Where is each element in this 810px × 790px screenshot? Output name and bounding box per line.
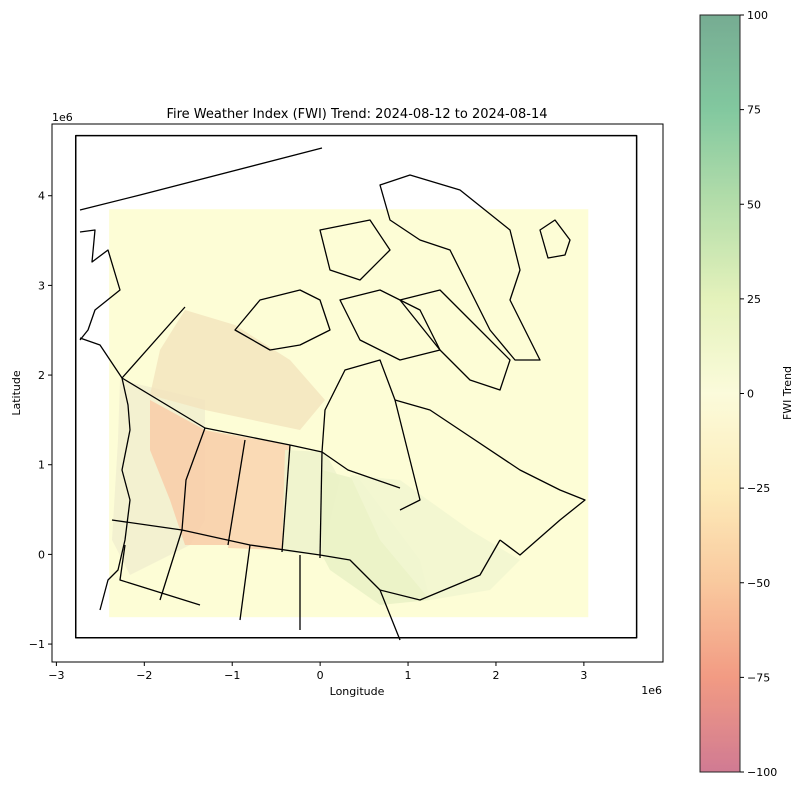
y-tick-label: 1 bbox=[38, 459, 45, 472]
colorbar-tick-label: 25 bbox=[747, 293, 761, 306]
colorbar-tick-label: 50 bbox=[747, 198, 761, 211]
x-axis-label: Longitude bbox=[330, 685, 385, 698]
x-multiplier-label: 1e6 bbox=[641, 684, 662, 697]
greenland-east bbox=[539, 219, 571, 259]
sask-manitoba-border bbox=[281, 444, 291, 553]
colorbar: 100 75 50 25 0 −25 −50 −75 −100 FWI Trend bbox=[699, 9, 794, 779]
heatmap-region-nwt bbox=[150, 310, 325, 430]
y-axis: −1 0 1 2 3 4 1e6 Latitude bbox=[10, 111, 73, 651]
baffin-island bbox=[399, 289, 511, 391]
map-extent-border bbox=[74, 134, 638, 639]
y-ticks: −1 0 1 2 3 4 bbox=[29, 190, 52, 651]
colorbar-tick-label: −25 bbox=[747, 482, 770, 495]
colorbar-gradient bbox=[699, 14, 741, 773]
y-tick-label: 3 bbox=[38, 279, 45, 292]
heatmap-region-quebec bbox=[350, 475, 520, 600]
colorbar-label: FWI Trend bbox=[781, 366, 794, 420]
heatmap-region-alberta bbox=[150, 400, 245, 545]
map-outlines bbox=[74, 134, 638, 641]
x-ticks: −3 −2 −1 0 1 2 3 bbox=[48, 662, 587, 682]
y-axis-label: Latitude bbox=[10, 370, 23, 416]
x-axis: −3 −2 −1 0 1 2 3 1e6 Longitude bbox=[48, 662, 662, 698]
nunavut-border bbox=[289, 444, 401, 489]
x-tick-label: 2 bbox=[492, 669, 499, 682]
alberta-sask-border bbox=[227, 439, 246, 546]
heatmap-region-ontario bbox=[322, 470, 430, 605]
y-tick-label: 0 bbox=[38, 548, 45, 561]
heatmap-region-saskatchewan bbox=[205, 430, 290, 550]
bc-alberta-border bbox=[181, 427, 206, 531]
x-tick-label: 3 bbox=[580, 669, 587, 682]
us-canada-border bbox=[111, 519, 501, 601]
quebec-coast bbox=[394, 399, 586, 556]
x-tick-label: −2 bbox=[136, 669, 152, 682]
colorbar-tick-label: −100 bbox=[747, 766, 777, 779]
y-tick-label: −1 bbox=[29, 638, 45, 651]
chart-title: Fire Weather Index (FWI) Trend: 2024-08-… bbox=[166, 107, 547, 122]
x-tick-label: −1 bbox=[224, 669, 240, 682]
us-state-lines bbox=[119, 529, 401, 641]
colorbar-tick-label: −75 bbox=[747, 671, 770, 684]
x-tick-label: −3 bbox=[48, 669, 64, 682]
y-tick-label: 4 bbox=[38, 190, 45, 203]
heatmap-layer bbox=[109, 209, 589, 618]
alaska-shore bbox=[79, 229, 121, 341]
colorbar-ticks: 100 75 50 25 0 −25 −50 −75 −100 bbox=[740, 9, 777, 779]
hudson-bay-coast bbox=[321, 359, 421, 511]
x-tick-label: 0 bbox=[317, 669, 324, 682]
manitoba-ontario-border bbox=[319, 451, 323, 559]
y-multiplier-label: 1e6 bbox=[52, 111, 73, 124]
arctic-islands-a bbox=[234, 289, 331, 351]
x-tick-label: 1 bbox=[405, 669, 412, 682]
alaska-coast bbox=[79, 147, 323, 211]
colorbar-tick-label: 100 bbox=[747, 9, 768, 22]
colorbar-tick-label: 0 bbox=[747, 388, 754, 401]
yukon-border bbox=[121, 306, 186, 379]
colorbar-tick-label: −50 bbox=[747, 577, 770, 590]
colorbar-tick-label: 75 bbox=[747, 104, 761, 117]
arctic-islands-b bbox=[319, 219, 391, 281]
y-tick-label: 2 bbox=[38, 369, 45, 382]
greenland bbox=[379, 174, 541, 361]
west-coast bbox=[79, 337, 131, 611]
